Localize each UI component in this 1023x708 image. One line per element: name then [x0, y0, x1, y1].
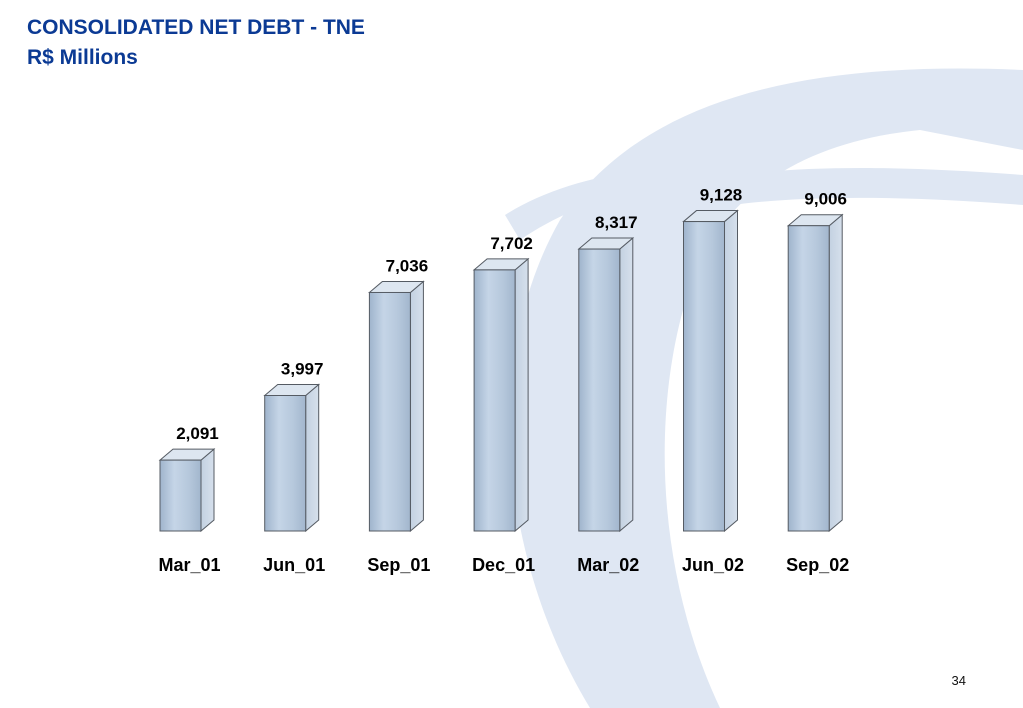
bar-jun-01	[263, 383, 321, 533]
data-label: 7,702	[490, 234, 533, 253]
watermark-stripe	[640, 167, 1023, 222]
slide-subtitle: R$ Millions	[27, 46, 138, 69]
x-tick-label: Jun_01	[263, 555, 325, 575]
slide-title: CONSOLIDATED NET DEBT - TNE	[27, 16, 365, 39]
bar-front	[578, 248, 621, 532]
bar-side	[409, 280, 424, 533]
bar-front	[159, 459, 202, 532]
bar-front	[787, 225, 830, 532]
bar-front	[683, 221, 725, 532]
x-tick-label: Sep_02	[786, 555, 849, 575]
bar-sep-01	[368, 280, 425, 533]
bar-dec-01	[472, 257, 530, 533]
data-label: 8,317	[595, 213, 638, 232]
bar-sep-02	[786, 213, 844, 533]
page-number: 34	[951, 673, 966, 688]
x-tick-label: Jun_02	[682, 555, 744, 575]
x-tick-label: Mar_01	[158, 555, 220, 575]
bar-mar-01	[158, 448, 216, 533]
bar-front	[473, 269, 516, 532]
data-label: 7,036	[386, 256, 429, 275]
data-label: 2,091	[176, 424, 219, 443]
bar-side	[200, 448, 215, 533]
data-label: 9,006	[804, 190, 847, 209]
watermark-cutout	[664, 130, 1023, 708]
bar-side	[828, 213, 843, 533]
bar-front	[264, 395, 307, 532]
x-tick-label: Sep_01	[367, 555, 430, 575]
bar-mar-02	[577, 236, 635, 533]
bar-jun-02	[682, 209, 739, 533]
bars-group: 2,091 Mar_01 3,997 Jun_01 7,036 Sep_01 7,702 De…	[158, 186, 849, 575]
data-label: 9,128	[700, 186, 743, 205]
x-tick-label: Dec_01	[472, 555, 535, 575]
bar-side	[514, 257, 529, 533]
x-tick-label: Mar_02	[577, 555, 639, 575]
bar-side	[619, 236, 634, 533]
watermark-swoosh	[505, 169, 700, 240]
bar-side	[305, 383, 320, 533]
bar-side	[724, 209, 738, 533]
data-label: 3,997	[281, 360, 324, 379]
bar-front	[368, 291, 411, 532]
